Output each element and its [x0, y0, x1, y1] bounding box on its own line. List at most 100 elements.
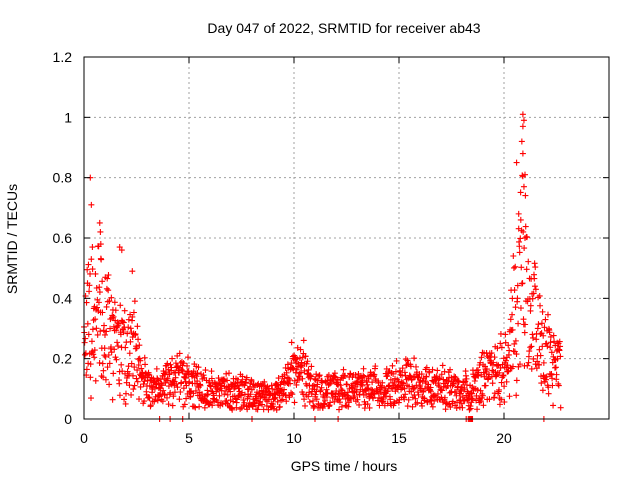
data-point: [192, 387, 199, 394]
data-point: [311, 403, 318, 410]
data-point: [133, 375, 140, 382]
data-point: [263, 391, 270, 398]
data-point: [125, 316, 132, 323]
data-point: [288, 339, 295, 346]
data-point: [528, 343, 535, 350]
data-point: [241, 399, 248, 406]
data-point: [438, 371, 445, 378]
data-point: [248, 378, 255, 385]
data-point: [369, 379, 376, 386]
data-point: [304, 358, 311, 365]
data-point: [453, 405, 460, 412]
data-point: [83, 299, 90, 306]
data-point: [544, 311, 551, 318]
data-point: [129, 372, 136, 379]
chart-title: Day 047 of 2022, SRMTID for receiver ab4…: [207, 20, 480, 36]
data-point: [164, 360, 171, 367]
data-point: [90, 351, 97, 358]
data-point: [520, 183, 527, 190]
data-point: [110, 323, 117, 330]
data-point: [423, 373, 430, 380]
data-point: [429, 377, 436, 384]
data-point: [288, 389, 295, 396]
data-point: [414, 399, 421, 406]
data-point: [462, 372, 469, 379]
data-point: [504, 362, 511, 369]
data-point: [170, 393, 177, 400]
data-point: [164, 394, 171, 401]
data-point: [300, 337, 307, 344]
data-point: [272, 394, 279, 401]
data-point: [521, 245, 528, 252]
data-point: [526, 348, 533, 355]
data-point: [169, 355, 176, 362]
data-point: [359, 382, 366, 389]
data-point: [296, 355, 303, 362]
data-point: [153, 381, 160, 388]
data-point: [196, 403, 203, 410]
data-point: [521, 329, 528, 336]
data-point: [522, 223, 529, 230]
data-point: [478, 354, 485, 361]
y-tick-label: 0.8: [53, 170, 73, 186]
data-point: [351, 393, 358, 400]
data-point: [514, 282, 521, 289]
data-point: [531, 283, 538, 290]
data-point: [498, 396, 505, 403]
data-point: [179, 368, 186, 375]
data-point: [496, 401, 503, 408]
data-point: [100, 367, 107, 374]
data-point: [208, 368, 215, 375]
data-point: [233, 404, 240, 411]
data-point: [391, 379, 398, 386]
data-point: [109, 312, 116, 319]
data-point: [99, 309, 106, 316]
data-point: [506, 347, 513, 354]
data-point: [128, 391, 135, 398]
data-point: [87, 361, 94, 368]
data-point: [509, 363, 516, 370]
data-point: [198, 391, 205, 398]
data-point: [538, 380, 545, 387]
data-point: [104, 364, 111, 371]
data-point: [419, 402, 426, 409]
data-point: [518, 138, 525, 145]
data-point: [321, 400, 328, 407]
data-point: [379, 379, 386, 386]
data-point: [415, 391, 422, 398]
data-point: [316, 372, 323, 379]
data-point: [302, 402, 309, 409]
data-point: [259, 401, 266, 408]
data-point: [512, 304, 519, 311]
data-point: [519, 150, 526, 157]
data-point: [108, 294, 115, 301]
data-point: [92, 377, 99, 384]
data-point: [372, 363, 379, 370]
data-point: [129, 313, 136, 320]
data-point: [543, 376, 550, 383]
data-point: [125, 363, 132, 370]
data-point: [119, 318, 126, 325]
data-point: [305, 366, 312, 373]
data-point: [516, 361, 523, 368]
data-point: [103, 285, 110, 292]
data-point: [281, 386, 288, 393]
data-point: [538, 320, 545, 327]
data-point: [338, 386, 345, 393]
data-point: [224, 377, 231, 384]
data-point: [200, 372, 207, 379]
data-point: [274, 398, 281, 405]
data-point: [168, 364, 175, 371]
data-point: [503, 357, 510, 364]
data-point: [275, 375, 282, 382]
data-point: [400, 380, 407, 387]
data-point: [412, 395, 419, 402]
data-point: [290, 365, 297, 372]
data-point: [411, 355, 418, 362]
data-point: [524, 362, 531, 369]
data-point: [89, 326, 96, 333]
data-point: [323, 394, 330, 401]
data-point: [151, 385, 158, 392]
data-point: [530, 334, 537, 341]
data-point: [469, 396, 476, 403]
